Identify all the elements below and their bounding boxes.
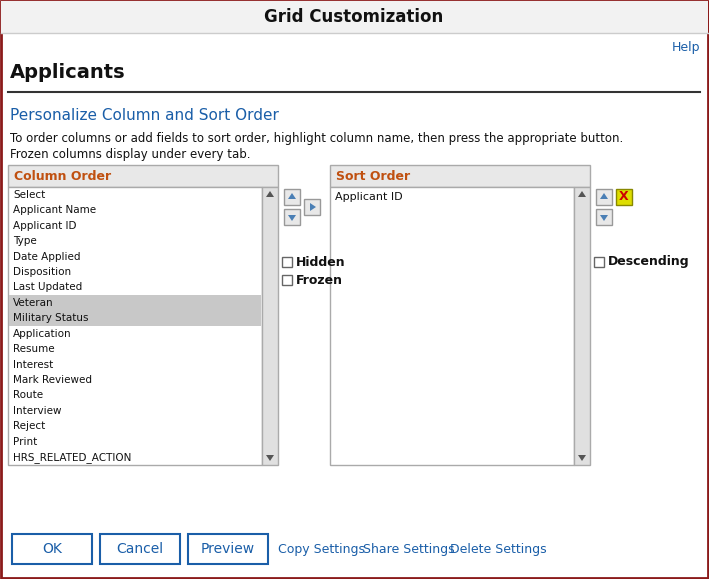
Polygon shape	[266, 191, 274, 197]
Text: Last Updated: Last Updated	[13, 283, 82, 292]
Text: HRS_RELATED_ACTION: HRS_RELATED_ACTION	[13, 452, 131, 463]
Text: Hidden: Hidden	[296, 255, 345, 269]
Text: Disposition: Disposition	[13, 267, 71, 277]
Text: Route: Route	[13, 390, 43, 401]
Bar	[596, 189, 612, 205]
Bar	[262, 187, 278, 465]
Polygon shape	[288, 215, 296, 221]
Text: Reject: Reject	[13, 422, 45, 431]
Text: Grid Customization: Grid Customization	[264, 8, 444, 26]
Text: Military Status: Military Status	[13, 313, 89, 323]
Polygon shape	[600, 215, 608, 221]
Bar	[282, 275, 292, 285]
Bar	[9, 310, 261, 326]
Bar	[304, 199, 320, 215]
Text: Interest: Interest	[13, 360, 53, 369]
Bar	[596, 209, 612, 225]
Bar	[8, 165, 278, 187]
Bar	[284, 189, 300, 205]
Text: Resume: Resume	[13, 344, 55, 354]
Polygon shape	[310, 203, 316, 211]
Polygon shape	[578, 191, 586, 197]
Text: Application: Application	[13, 329, 72, 339]
Text: To order columns or add fields to sort order, highlight column name, then press : To order columns or add fields to sort o…	[10, 132, 623, 145]
Text: Sort Order: Sort Order	[336, 170, 410, 182]
Text: Interview: Interview	[13, 406, 62, 416]
Text: Applicant ID: Applicant ID	[335, 192, 403, 202]
Text: Help: Help	[671, 41, 700, 53]
Text: Date Applied: Date Applied	[13, 251, 81, 262]
Bar	[188, 534, 268, 564]
Text: Applicant Name: Applicant Name	[13, 205, 96, 215]
Text: Column Order: Column Order	[14, 170, 111, 182]
Text: Veteran: Veteran	[13, 298, 54, 308]
Text: Preview: Preview	[201, 542, 255, 556]
Bar	[574, 187, 590, 465]
Text: Select: Select	[13, 190, 45, 200]
Polygon shape	[578, 455, 586, 461]
Text: OK: OK	[42, 542, 62, 556]
Bar	[1, 1, 708, 33]
Bar	[284, 209, 300, 225]
Text: Frozen: Frozen	[296, 273, 343, 287]
Text: Descending: Descending	[608, 255, 690, 269]
Text: Type: Type	[13, 236, 37, 246]
Text: Frozen columns display under every tab.: Frozen columns display under every tab.	[10, 148, 250, 161]
Bar	[594, 257, 604, 267]
Bar	[100, 534, 180, 564]
Text: Share Settings: Share Settings	[363, 543, 454, 555]
Text: Personalize Column and Sort Order: Personalize Column and Sort Order	[10, 108, 279, 123]
Bar	[330, 187, 574, 465]
Text: Applicants: Applicants	[10, 63, 125, 82]
Text: Copy Settings: Copy Settings	[278, 543, 365, 555]
Text: Applicant ID: Applicant ID	[13, 221, 77, 230]
Bar	[282, 257, 292, 267]
Bar	[616, 189, 632, 205]
Text: Print: Print	[13, 437, 38, 447]
Polygon shape	[288, 193, 296, 199]
Polygon shape	[266, 455, 274, 461]
Bar	[9, 295, 261, 310]
Text: Mark Reviewed: Mark Reviewed	[13, 375, 92, 385]
Bar	[12, 534, 92, 564]
Bar	[330, 165, 590, 187]
Text: Cancel: Cancel	[116, 542, 164, 556]
Text: X: X	[619, 190, 629, 203]
Polygon shape	[600, 193, 608, 199]
Bar	[8, 187, 262, 465]
Text: Delete Settings: Delete Settings	[450, 543, 547, 555]
